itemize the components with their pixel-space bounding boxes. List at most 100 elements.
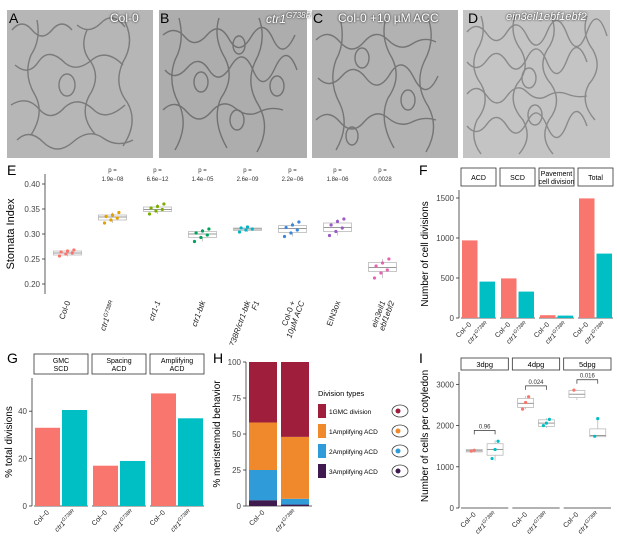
micrograph-col0-image bbox=[7, 10, 153, 158]
chart-h: 0 25 50 75 100 % meristemoid behavior Col−0 ctr… bbox=[208, 348, 416, 553]
e-point-6-3 bbox=[329, 223, 333, 227]
i-p-value-0: 0.96 bbox=[479, 424, 491, 430]
e-point-1-2 bbox=[115, 216, 119, 220]
h-legend-cell-dot-1 bbox=[395, 428, 401, 434]
e-p-label-5: p = bbox=[288, 168, 297, 174]
i-facet-label-0: 3dpg bbox=[476, 360, 493, 369]
e-y-label: Stomata Index bbox=[5, 198, 17, 269]
e-point-5-1 bbox=[289, 231, 293, 235]
panel-letter-h: H bbox=[213, 350, 224, 366]
e-point-0-5 bbox=[72, 248, 76, 252]
h-legend-label-3: 3Amplifying ACD bbox=[329, 469, 378, 476]
h-legend-swatch-2 bbox=[318, 444, 326, 458]
e-point-5-2 bbox=[295, 228, 299, 232]
g-y-label: % total divisions bbox=[4, 406, 15, 478]
panel-letter-d: D bbox=[468, 10, 479, 26]
e-point-6-4 bbox=[335, 219, 340, 224]
i-point-1-0-0 bbox=[520, 407, 525, 411]
e-point-3-5 bbox=[207, 227, 211, 231]
e-point-7-3 bbox=[374, 264, 378, 268]
e-point-7-2 bbox=[385, 268, 389, 272]
i-point-2-1-1 bbox=[596, 416, 600, 421]
i-y-tick-label-1: 1000 bbox=[436, 463, 454, 472]
g-bar-2-0 bbox=[151, 393, 176, 506]
g-facet-strip-2 bbox=[149, 353, 205, 375]
f-bar-2-0 bbox=[540, 315, 556, 318]
h-legend-cell-dot-2 bbox=[395, 448, 401, 454]
g-facet-label-0-1: SCD bbox=[54, 366, 69, 373]
h-seg-0-1 bbox=[249, 470, 277, 501]
f-facet-label-2-1: cell division bbox=[539, 179, 575, 186]
f-facet-label-0-0: ACD bbox=[471, 175, 486, 182]
f-bar-2-1 bbox=[557, 315, 573, 318]
micrograph-ctr1 bbox=[159, 10, 307, 158]
e-y-tick-label-1: 0.25 bbox=[24, 255, 40, 264]
e-point-3-3 bbox=[194, 231, 198, 235]
g-bar-0-0 bbox=[35, 427, 60, 506]
chart-h-svg: 0 25 50 75 100 % meristemoid behavior Col−0 ctr… bbox=[212, 358, 409, 534]
g-x-tick-label-1-0-main: Col−0 bbox=[91, 509, 109, 527]
i-x-tick-label-1-1-sup: G738R bbox=[533, 510, 549, 526]
g-x-tick-label-2-1: ctr1G738R bbox=[168, 508, 194, 534]
e-p-value-1: 1.9e−08 bbox=[102, 177, 125, 183]
h-legend-swatch-0 bbox=[318, 404, 326, 418]
panel-letter-i: I bbox=[419, 350, 423, 366]
g-bar-1-1 bbox=[120, 460, 145, 506]
e-point-5-0 bbox=[282, 234, 287, 239]
e-point-1-3 bbox=[104, 214, 108, 219]
panel-letter-f: F bbox=[419, 162, 428, 178]
h-legend-cell-icon-1 bbox=[391, 424, 409, 438]
f-y-tick-label-0: 0 bbox=[450, 314, 455, 323]
h-legend-swatch-1 bbox=[318, 424, 326, 438]
g-x-tick-label-2-0-main: Col−0 bbox=[149, 509, 167, 527]
h-legend-label-2: 2Amplifying ACD bbox=[329, 449, 378, 456]
i-y-tick-label-0: 0 bbox=[450, 504, 455, 513]
f-x-tick-label-0-1-sup: G738R bbox=[473, 320, 489, 336]
chart-e-svg: 0.20 0.25 0.30 0.35 0.40 Stomata Index Col-0 p … bbox=[5, 168, 397, 366]
i-box-2-1 bbox=[589, 428, 607, 438]
i-point-1-0-2 bbox=[526, 395, 531, 399]
f-facet-label-3-0: Total bbox=[588, 175, 603, 182]
i-x-tick-label-1-0-main: Col−0 bbox=[511, 511, 529, 529]
e-point-2-2 bbox=[160, 207, 164, 212]
e-point-4-0 bbox=[237, 230, 242, 234]
e-point-5-5 bbox=[297, 220, 301, 224]
e-point-4-4 bbox=[245, 225, 250, 229]
f-y-label: Number of cell divisions bbox=[420, 201, 431, 307]
e-y-tick-label-3: 0.35 bbox=[24, 205, 40, 214]
f-facet-strip-3 bbox=[577, 167, 614, 187]
panel-letter-a: A bbox=[9, 10, 19, 26]
h-legend-label-0: 1GMC division bbox=[329, 409, 372, 416]
h-legend-cell-dot-0 bbox=[395, 408, 401, 414]
i-p-value-2: 0.016 bbox=[580, 374, 596, 380]
g-x-tick-label-2-0: Col−0 bbox=[149, 509, 167, 527]
g-facet-strip-1 bbox=[91, 353, 147, 375]
panel-b-label-sup: G738R bbox=[286, 11, 312, 20]
h-seg-0-2 bbox=[249, 422, 277, 470]
h-seg-1-1 bbox=[281, 498, 309, 505]
f-bar-3-0 bbox=[579, 198, 595, 318]
panel-letter-c: C bbox=[313, 10, 324, 26]
g-facet-strip-0 bbox=[33, 353, 89, 375]
f-bar-3-1 bbox=[596, 253, 612, 318]
f-x-tick-label-3-1-sup: G738R bbox=[590, 320, 606, 336]
g-x-tick-label-0-0-main: Col−0 bbox=[33, 509, 51, 527]
e-x-tick-label-1: ctr1G738R bbox=[98, 300, 117, 332]
i-facet-label-2: 5dpg bbox=[579, 360, 596, 369]
h-x-tick-label-1: ctr1G738R bbox=[273, 508, 299, 534]
e-y-tick-label-4: 0.40 bbox=[24, 180, 40, 189]
g-x-tick-label-1-1-sup: G738R bbox=[119, 508, 135, 524]
g-facet-label-0-0: GMC bbox=[53, 358, 69, 365]
e-point-3-2 bbox=[205, 233, 209, 237]
i-y-label: Number of cells per cotyledon bbox=[420, 370, 431, 502]
h-y-label: % meristemoid behavior bbox=[212, 380, 223, 488]
h-y-tick-label-3: 75 bbox=[232, 394, 241, 403]
i-x-tick-label-0-0: Col−0 bbox=[460, 511, 478, 529]
chart-i-svg: 0 1000 2000 3000 Number of cells per cotyled… bbox=[420, 357, 612, 536]
h-y-tick-label-0: 0 bbox=[237, 502, 242, 511]
e-p-value-5: 2.2e−06 bbox=[282, 177, 305, 183]
e-x-tick-label-1-main: ctr1 bbox=[98, 316, 111, 332]
e-point-3-0 bbox=[192, 239, 197, 244]
e-x-tick-label-6-main: EIN3ox bbox=[325, 300, 342, 328]
